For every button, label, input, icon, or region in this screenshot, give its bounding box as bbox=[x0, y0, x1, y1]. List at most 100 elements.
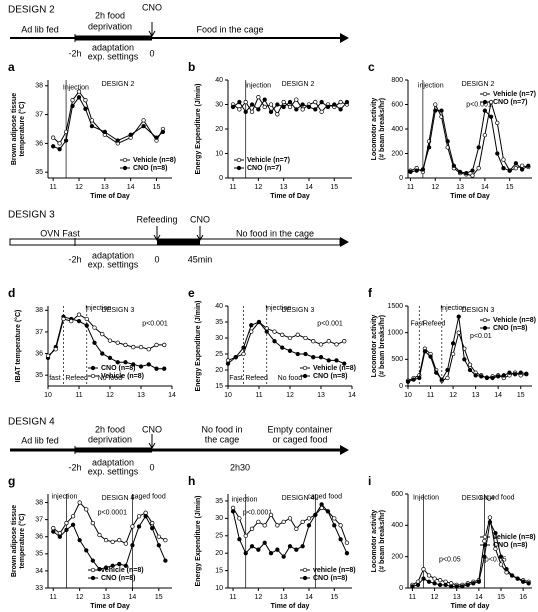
data-point bbox=[70, 103, 75, 109]
data-point bbox=[287, 348, 293, 353]
data-point bbox=[61, 316, 66, 322]
data-point bbox=[237, 107, 242, 112]
timeline-label: -2h bbox=[68, 462, 81, 472]
x-tick-label: 11 bbox=[50, 594, 57, 601]
data-point bbox=[141, 123, 146, 129]
data-point bbox=[470, 173, 475, 178]
data-point bbox=[162, 342, 167, 348]
legend-marker bbox=[302, 575, 308, 581]
y-tick-label: 0 bbox=[219, 175, 223, 182]
data-point bbox=[268, 512, 274, 518]
data-point bbox=[411, 377, 416, 382]
timeline-label: 2h30 bbox=[230, 462, 250, 472]
data-point bbox=[334, 358, 339, 363]
data-point bbox=[138, 364, 144, 369]
data-point bbox=[426, 579, 432, 584]
data-point bbox=[460, 584, 465, 589]
data-point bbox=[272, 339, 277, 344]
data-point bbox=[136, 524, 142, 529]
data-point bbox=[287, 104, 293, 110]
x-tick-label: 13 bbox=[102, 594, 110, 601]
data-point bbox=[287, 99, 293, 105]
data-point bbox=[230, 104, 236, 110]
data-point bbox=[313, 512, 318, 518]
legend-label: CNO (n=8) bbox=[101, 365, 135, 372]
data-point bbox=[76, 318, 82, 324]
x-tick-label: 11 bbox=[407, 184, 414, 191]
data-point bbox=[319, 99, 324, 105]
data-point bbox=[344, 540, 350, 545]
y-tick-label: 37 bbox=[35, 516, 43, 523]
data-point bbox=[115, 360, 120, 365]
data-point bbox=[128, 132, 133, 137]
timeline-label: adaptation bbox=[92, 42, 134, 52]
timeline-arrowhead bbox=[340, 445, 349, 455]
annotation: p<0.05 bbox=[485, 557, 507, 564]
timeline-arrowhead bbox=[340, 33, 349, 43]
timeline-label: No food in the cage bbox=[236, 228, 314, 238]
y-axis-label: Energy Expenditure (J/min) bbox=[195, 495, 202, 586]
y-axis-label: temperature (°C) bbox=[18, 514, 26, 569]
x-tick-label: 14 bbox=[127, 184, 135, 191]
data-point bbox=[162, 366, 167, 371]
annotation: Injection bbox=[265, 305, 291, 312]
data-point bbox=[410, 584, 415, 589]
legend-marker bbox=[302, 567, 308, 573]
data-point bbox=[163, 558, 168, 563]
data-point bbox=[342, 339, 347, 344]
y-tick-label: 1500 bbox=[387, 303, 403, 310]
y-axis-label: Locomotor activity bbox=[371, 98, 378, 161]
data-point bbox=[57, 531, 63, 536]
data-point bbox=[233, 355, 238, 360]
data-point bbox=[110, 563, 115, 568]
x-axis-label: Time of Day bbox=[450, 193, 490, 200]
legend-marker bbox=[482, 534, 488, 540]
data-point bbox=[256, 319, 262, 325]
annotation: injection bbox=[245, 83, 271, 90]
data-point bbox=[443, 582, 448, 588]
data-point bbox=[482, 538, 487, 544]
panel: h DESIGN 4 10 15 20 25 30 35 11 12 13 14 15 Time of d… bbox=[188, 474, 356, 610]
x-tick-label: 14 bbox=[129, 594, 137, 601]
data-point bbox=[138, 344, 144, 350]
data-point bbox=[405, 379, 411, 384]
panel: b DESIGN 2 0 10 20 30 40 11 12 13 14 15 Time of Day E… bbox=[188, 60, 352, 200]
x-tick-label: 13 bbox=[280, 184, 288, 191]
data-point bbox=[76, 312, 82, 317]
data-point bbox=[57, 141, 62, 146]
data-point bbox=[123, 563, 128, 568]
x-tick-label: 14 bbox=[305, 184, 313, 191]
data-point bbox=[338, 523, 343, 528]
series-line bbox=[52, 515, 166, 570]
y-tick-label: 35 bbox=[35, 551, 43, 558]
x-axis-label: Time of Day bbox=[90, 193, 130, 200]
legend-marker bbox=[122, 157, 128, 163]
y-tick-label: 38 bbox=[35, 83, 43, 90]
data-point bbox=[275, 523, 280, 528]
data-point bbox=[318, 355, 324, 360]
data-point bbox=[498, 554, 504, 559]
data-point bbox=[237, 537, 242, 542]
y-axis-label: Brown adipose tissue bbox=[11, 505, 18, 577]
data-point bbox=[421, 567, 426, 572]
chart-title: DESIGN 2 bbox=[102, 81, 135, 88]
y-tick-label: 30 bbox=[215, 101, 223, 108]
legend-label: CNO (n=8) bbox=[101, 575, 135, 582]
x-tick-label: 12 bbox=[75, 184, 83, 191]
data-point bbox=[84, 323, 89, 328]
legend-label: Vehicle (n=7) bbox=[493, 91, 536, 98]
x-tick-label: 10 bbox=[44, 392, 52, 399]
legend-marker bbox=[90, 373, 96, 379]
annotation: Refeed bbox=[65, 375, 88, 382]
x-tick-label: 13 bbox=[453, 594, 461, 601]
legend-label: CNO (n=7) bbox=[247, 165, 281, 172]
y-tick-label: 0 bbox=[399, 175, 403, 182]
timeline-title: DESIGN 4 bbox=[8, 417, 55, 428]
data-point bbox=[334, 342, 339, 347]
annotation: p<0.0001 bbox=[98, 510, 127, 517]
data-point bbox=[482, 108, 488, 113]
data-point bbox=[509, 573, 515, 578]
data-point bbox=[256, 107, 261, 112]
panel-letter: f bbox=[368, 286, 373, 300]
x-tick-label: 12 bbox=[254, 184, 262, 191]
